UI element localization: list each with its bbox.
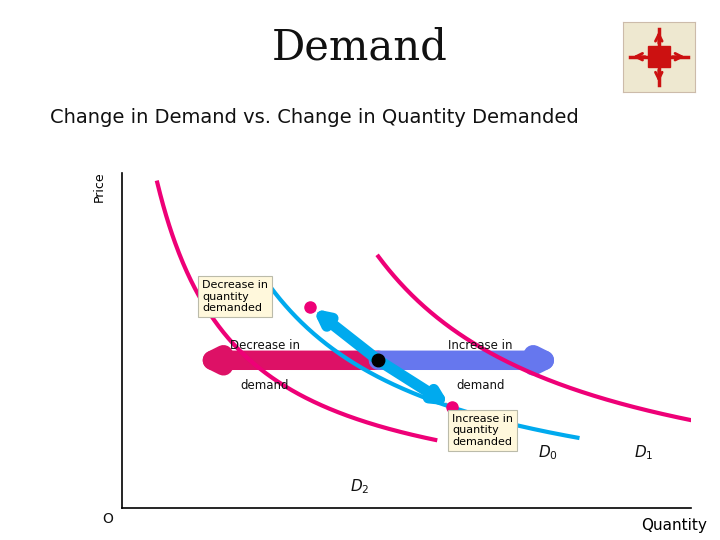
Y-axis label: Price: Price [92, 171, 105, 201]
Text: Increase in: Increase in [449, 339, 513, 352]
Text: $D_0$: $D_0$ [538, 443, 557, 462]
Text: $D_1$: $D_1$ [634, 443, 654, 462]
Bar [648, 46, 670, 68]
Text: Decrease in
quantity
demanded: Decrease in quantity demanded [202, 280, 268, 313]
Text: Demand: Demand [272, 27, 448, 69]
Text: demand: demand [456, 379, 505, 392]
Text: Change in Demand vs. Change in Quantity Demanded: Change in Demand vs. Change in Quantity … [50, 108, 579, 127]
Text: O: O [103, 512, 114, 526]
Text: demand: demand [240, 379, 289, 392]
Text: $D_2$: $D_2$ [350, 477, 369, 496]
Text: Decrease in: Decrease in [230, 339, 300, 352]
X-axis label: Quantity: Quantity [642, 518, 707, 532]
Text: Increase in
quantity
demanded: Increase in quantity demanded [452, 414, 513, 447]
